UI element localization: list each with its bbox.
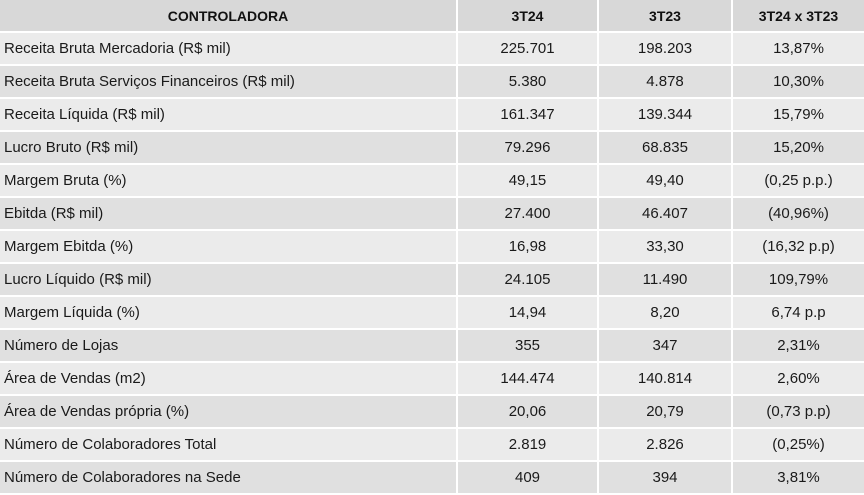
table-row: Margem Ebitda (%) 16,98 33,30 (16,32 p.p… bbox=[0, 230, 864, 264]
value-3t23: 140.814 bbox=[598, 362, 733, 396]
value-variation: 6,74 p.p bbox=[732, 296, 864, 330]
table-row: Margem Bruta (%) 49,15 49,40 (0,25 p.p.) bbox=[0, 164, 864, 198]
value-variation: 2,60% bbox=[732, 362, 864, 396]
value-variation: 3,81% bbox=[732, 461, 864, 495]
value-3t24: 355 bbox=[457, 329, 599, 363]
value-variation: 15,79% bbox=[732, 98, 864, 132]
value-3t23: 4.878 bbox=[598, 65, 733, 99]
value-3t23: 68.835 bbox=[598, 131, 733, 165]
column-header-3t24: 3T24 bbox=[457, 0, 599, 33]
value-3t24: 161.347 bbox=[457, 98, 599, 132]
table-row: Receita Bruta Mercadoria (R$ mil) 225.70… bbox=[0, 32, 864, 66]
row-label: Ebitda (R$ mil) bbox=[0, 197, 458, 231]
table-header-row: CONTROLADORA 3T24 3T23 3T24 x 3T23 bbox=[0, 0, 864, 33]
value-variation: (16,32 p.p) bbox=[732, 230, 864, 264]
table-row: Margem Líquida (%) 14,94 8,20 6,74 p.p bbox=[0, 296, 864, 330]
column-header-controladora: CONTROLADORA bbox=[0, 0, 458, 33]
table-row: Receita Líquida (R$ mil) 161.347 139.344… bbox=[0, 98, 864, 132]
row-label: Área de Vendas própria (%) bbox=[0, 395, 458, 429]
row-label: Lucro Bruto (R$ mil) bbox=[0, 131, 458, 165]
row-label: Número de Colaboradores na Sede bbox=[0, 461, 458, 495]
value-3t23: 8,20 bbox=[598, 296, 733, 330]
value-variation: (0,73 p.p) bbox=[732, 395, 864, 429]
table-row: Ebitda (R$ mil) 27.400 46.407 (40,96%) bbox=[0, 197, 864, 231]
value-variation: 2,31% bbox=[732, 329, 864, 363]
value-3t24: 5.380 bbox=[457, 65, 599, 99]
table-row: Número de Colaboradores na Sede 409 394 … bbox=[0, 461, 864, 495]
table-row: Lucro Líquido (R$ mil) 24.105 11.490 109… bbox=[0, 263, 864, 297]
value-3t23: 347 bbox=[598, 329, 733, 363]
value-3t24: 409 bbox=[457, 461, 599, 495]
value-variation: 15,20% bbox=[732, 131, 864, 165]
value-variation: 109,79% bbox=[732, 263, 864, 297]
table-row: Lucro Bruto (R$ mil) 79.296 68.835 15,20… bbox=[0, 131, 864, 165]
value-variation: 10,30% bbox=[732, 65, 864, 99]
table-row: Número de Lojas 355 347 2,31% bbox=[0, 329, 864, 363]
value-3t24: 16,98 bbox=[457, 230, 599, 264]
value-3t23: 2.826 bbox=[598, 428, 733, 462]
value-variation: (40,96%) bbox=[732, 197, 864, 231]
value-3t23: 33,30 bbox=[598, 230, 733, 264]
row-label: Número de Colaboradores Total bbox=[0, 428, 458, 462]
table-row: Receita Bruta Serviços Financeiros (R$ m… bbox=[0, 65, 864, 99]
value-variation: 13,87% bbox=[732, 32, 864, 66]
column-header-3t23: 3T23 bbox=[598, 0, 733, 33]
value-variation: (0,25%) bbox=[732, 428, 864, 462]
value-3t24: 79.296 bbox=[457, 131, 599, 165]
value-3t24: 27.400 bbox=[457, 197, 599, 231]
row-label: Receita Líquida (R$ mil) bbox=[0, 98, 458, 132]
row-label: Margem Ebitda (%) bbox=[0, 230, 458, 264]
table-row: Área de Vendas (m2) 144.474 140.814 2,60… bbox=[0, 362, 864, 396]
row-label: Margem Bruta (%) bbox=[0, 164, 458, 198]
value-3t23: 49,40 bbox=[598, 164, 733, 198]
row-label: Número de Lojas bbox=[0, 329, 458, 363]
row-label: Área de Vendas (m2) bbox=[0, 362, 458, 396]
table-row: Número de Colaboradores Total 2.819 2.82… bbox=[0, 428, 864, 462]
value-3t24: 20,06 bbox=[457, 395, 599, 429]
row-label: Margem Líquida (%) bbox=[0, 296, 458, 330]
value-3t24: 49,15 bbox=[457, 164, 599, 198]
value-3t24: 14,94 bbox=[457, 296, 599, 330]
row-label: Receita Bruta Mercadoria (R$ mil) bbox=[0, 32, 458, 66]
value-3t24: 144.474 bbox=[457, 362, 599, 396]
value-3t23: 139.344 bbox=[598, 98, 733, 132]
row-label: Lucro Líquido (R$ mil) bbox=[0, 263, 458, 297]
value-3t23: 46.407 bbox=[598, 197, 733, 231]
value-3t24: 225.701 bbox=[457, 32, 599, 66]
row-label: Receita Bruta Serviços Financeiros (R$ m… bbox=[0, 65, 458, 99]
table-row: Área de Vendas própria (%) 20,06 20,79 (… bbox=[0, 395, 864, 429]
value-3t23: 11.490 bbox=[598, 263, 733, 297]
value-variation: (0,25 p.p.) bbox=[732, 164, 864, 198]
value-3t23: 198.203 bbox=[598, 32, 733, 66]
value-3t24: 24.105 bbox=[457, 263, 599, 297]
value-3t23: 20,79 bbox=[598, 395, 733, 429]
value-3t23: 394 bbox=[598, 461, 733, 495]
column-header-variation: 3T24 x 3T23 bbox=[732, 0, 864, 33]
value-3t24: 2.819 bbox=[457, 428, 599, 462]
